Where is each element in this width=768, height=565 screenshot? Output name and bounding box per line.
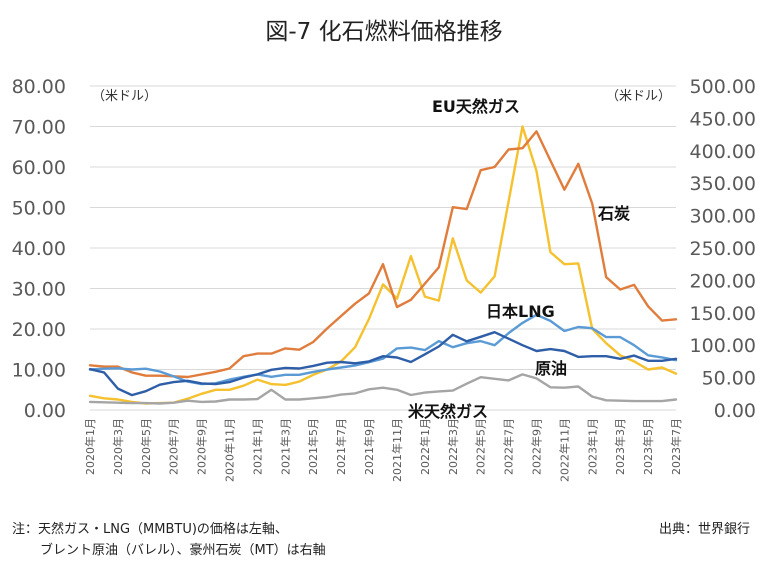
x-tick-label: 2021年9月: [362, 418, 376, 475]
series-line-日本LNG: [88, 313, 678, 386]
y-left-tick-label: 40.00: [12, 238, 66, 260]
x-tick-label: 2022年1月: [418, 418, 432, 475]
y-right-tick-label: 150.00: [690, 303, 756, 325]
x-tick-label: 2020年7月: [167, 418, 181, 475]
series-label: 日本LNG: [486, 302, 555, 321]
y-right-tick-label: 400.00: [690, 141, 756, 163]
x-tick-label: 2020年9月: [195, 418, 209, 475]
x-tick-label: 2023年5月: [641, 418, 655, 475]
x-tick-label: 2020年1月: [83, 418, 97, 475]
note-line-1: 注：天然ガス・LNG（MMBTU)の価格は左軸、: [12, 522, 288, 537]
y-left-tick-label: 10.00: [12, 360, 66, 382]
series-label: 石炭: [597, 204, 630, 223]
source: 出典：世界銀行: [658, 522, 750, 537]
chart-title: 図-7 化石燃料価格推移: [265, 19, 503, 45]
y-right-tick-label: 0.00: [714, 400, 756, 422]
x-tick-label: 2020年11月: [223, 418, 237, 482]
series-line-原油: [88, 331, 678, 397]
x-tick-label: 2022年3月: [446, 418, 460, 475]
x-tick-label: 2022年5月: [474, 418, 488, 475]
series-label: EU天然ガス: [432, 97, 520, 116]
x-tick-label: 2020年3月: [111, 418, 125, 475]
x-tick-label: 2021年7月: [334, 418, 348, 475]
y-left-tick-label: 20.00: [12, 319, 66, 341]
x-tick-label: 2022年9月: [529, 418, 543, 475]
y-right-tick-label: 500.00: [690, 76, 756, 98]
x-tick-label: 2021年1月: [250, 418, 264, 475]
series-label: 米天然ガス: [408, 402, 488, 421]
y-left-tick-label: 80.00: [12, 76, 66, 98]
series-label: 原油: [535, 359, 567, 378]
series-line-EU天然ガス: [88, 125, 678, 405]
y-right-tick-label: 50.00: [702, 368, 756, 390]
y-right-ticks: 0.00 50.00 100.00 150.00 200.00 250.00 300.00 3…: [690, 76, 756, 422]
x-tick-label: 2020年5月: [139, 418, 153, 475]
x-tick-label: 2021年3月: [278, 418, 292, 475]
x-ticks: 2020年1月 2020年3月 2020年5月 2020年7月 2020年9月 2020年…: [83, 418, 683, 482]
x-tick-label: 2022年11月: [557, 418, 571, 482]
x-tick-label: 2023年1月: [585, 418, 599, 475]
x-tick-label: 2022年7月: [502, 418, 516, 475]
y-left-tick-label: 30.00: [12, 279, 66, 301]
y-right-unit: （米ドル）: [606, 89, 671, 104]
series-line-米天然ガス: [88, 373, 678, 405]
y-right-tick-label: 200.00: [690, 270, 756, 292]
y-right-tick-label: 350.00: [690, 173, 756, 195]
y-left-tick-label: 50.00: [12, 198, 66, 220]
y-right-tick-label: 450.00: [690, 108, 756, 130]
y-left-ticks: 0.00 10.00 20.00 30.00 40.00 50.00 60.00 70.00 8…: [12, 76, 66, 422]
y-right-tick-label: 100.00: [690, 335, 756, 357]
x-tick-label: 2023年3月: [613, 418, 627, 475]
note-line-2: ブレント原油（バレル）、豪州石炭（MT）は右軸: [40, 543, 326, 558]
series-lines: [88, 125, 678, 405]
y-left-tick-label: 60.00: [12, 157, 66, 179]
y-left-tick-label: 0.00: [24, 400, 66, 422]
y-right-tick-label: 250.00: [690, 238, 756, 260]
y-right-tick-label: 300.00: [690, 206, 756, 228]
y-left-unit: （米ドル）: [92, 89, 157, 104]
x-tick-label: 2021年11月: [390, 418, 404, 482]
grid: [90, 85, 676, 411]
series-line-石炭: [88, 130, 678, 379]
x-tick-label: 2023年7月: [669, 418, 683, 475]
x-tick-label: 2021年5月: [306, 418, 320, 475]
y-left-tick-label: 70.00: [12, 117, 66, 139]
